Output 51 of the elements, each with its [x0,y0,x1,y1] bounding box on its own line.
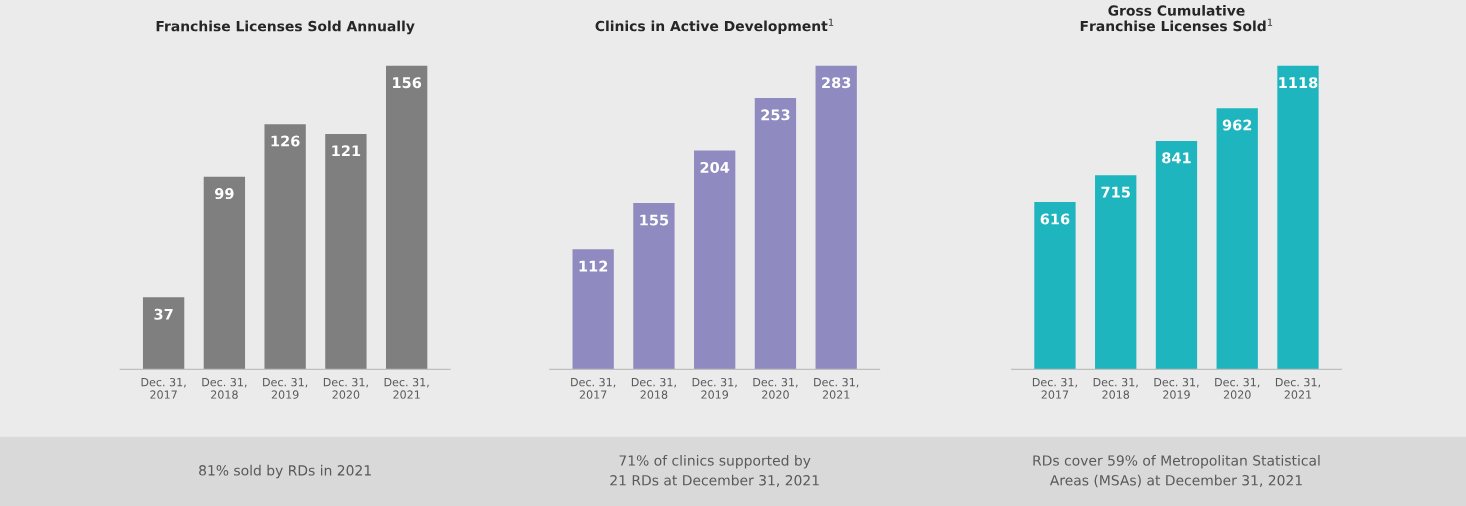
x-tick-label: Dec. 31, 2018 [1093,377,1138,399]
bar [1155,141,1198,370]
bar [386,65,428,370]
data-label: 962 [1222,119,1252,131]
bar [694,150,736,370]
x-tick-label: Dec. 31, 2019 [692,377,737,399]
text: 81% sold by RDs in 2021 [199,464,371,479]
data-label: 37 [154,308,173,320]
bar [203,176,246,370]
x-tick-label: Dec. 31, 2019 [1154,377,1199,399]
chart-title: Franchise Licenses Sold Annually [156,20,415,35]
x-tick-label: Dec. 31, 2020 [323,377,368,399]
bar [633,203,675,370]
bar [1216,108,1258,370]
x-tick-label: Dec. 31, 2020 [1215,377,1260,399]
x-tick-label: Dec. 31, 2017 [571,377,616,399]
x-tick-label: Dec. 31, 2021 [384,377,429,399]
data-label: 283 [822,77,851,89]
x-tick-label: Dec. 31, 2019 [263,377,308,399]
x-tick-label: Dec. 31, 2018 [631,377,676,399]
bar [572,249,614,370]
x-tick-label: Dec. 31, 2021 [1275,377,1321,399]
bar [1277,65,1319,370]
bar [1095,175,1137,370]
data-label: 126 [271,135,300,147]
data-label: 155 [640,214,669,226]
data-label: 616 [1040,213,1070,225]
bar [142,297,185,370]
data-label: 99 [214,188,234,200]
text: 71% of clinics supported by 21 RDs at December 31, 2021 [610,454,819,487]
bar [754,97,797,370]
data-label: 204 [700,161,730,173]
x-tick-label: Dec. 31, 2017 [141,377,186,399]
x-tick-label: Dec. 31, 2017 [1032,377,1077,399]
chart-title: Clinics in Active Development$^{1}$ [595,18,834,34]
x-tick-label: Dec. 31, 2021 [814,377,859,399]
data-label: 156 [393,77,422,89]
data-label: 841 [1162,152,1191,164]
bar [1034,202,1076,370]
chart-title: Gross Cumulative Franchise Licenses Sold$^{1}$ [1080,5,1273,32]
data-label: 1118 [1279,77,1318,89]
x-tick-label: Dec. 31, 2018 [202,377,247,399]
bar [325,133,367,370]
bar [264,124,306,370]
data-label: 121 [332,145,361,157]
bar [815,65,857,370]
data-label: 112 [579,260,608,272]
data-label: 715 [1101,186,1130,198]
x-tick-label: Dec. 31, 2020 [753,377,798,399]
text: RDs cover 59% of Metropolitan Statistical Areas (MSAs) at December 31, 2021 [1033,454,1320,488]
data-label: 253 [761,109,790,121]
